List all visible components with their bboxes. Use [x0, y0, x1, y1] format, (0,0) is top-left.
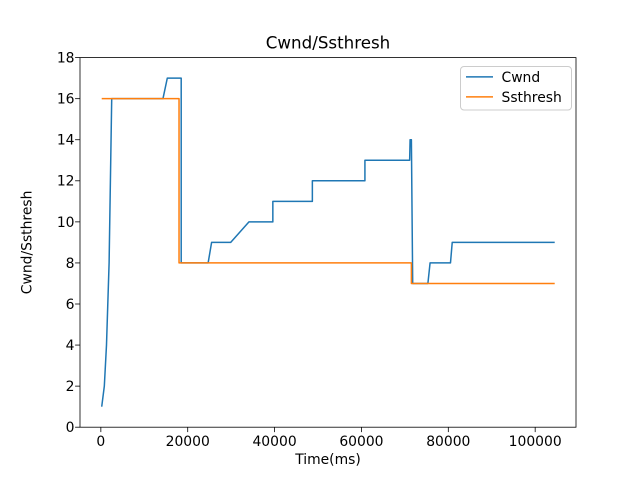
x-tick-label: 40000: [252, 434, 296, 450]
y-tick-label: 4: [66, 338, 75, 354]
y-tick-label: 18: [57, 51, 75, 67]
x-axis-label: Time(ms): [294, 452, 361, 468]
y-tick-label: 2: [66, 379, 75, 395]
legend: Cwnd Ssthresh: [460, 66, 572, 111]
legend-label-cwnd: Cwnd: [502, 70, 541, 86]
x-tick-label: 60000: [339, 434, 383, 450]
chart-title: Cwnd/Ssthresh: [266, 33, 391, 53]
y-tick-label: 16: [57, 92, 75, 108]
series-line-ssthresh: [101, 97, 555, 285]
series-line-cwnd: [100, 77, 555, 407]
y-tick-label: 0: [66, 420, 75, 436]
plot-spines: [79, 57, 577, 428]
y-tick-label: 8: [66, 256, 75, 272]
y-tick-label: 6: [66, 297, 75, 313]
y-tick-label: 10: [57, 215, 75, 231]
y-axis-label: Cwnd/Ssthresh: [20, 191, 36, 295]
series-layer: [100, 77, 555, 407]
x-tick-label: 0: [96, 434, 105, 450]
legend-label-ssthresh: Ssthresh: [502, 90, 562, 106]
x-tick-label: 80000: [426, 434, 470, 450]
axes-layer: 0 20000 40000 60000 80000 100000 0 2 4 6 8 10 12 14 16…: [57, 51, 577, 450]
x-tick-label: 20000: [166, 434, 210, 450]
y-tick-label: 12: [57, 174, 75, 190]
y-tick-label: 14: [57, 133, 75, 149]
x-tick-label: 100000: [509, 434, 562, 450]
